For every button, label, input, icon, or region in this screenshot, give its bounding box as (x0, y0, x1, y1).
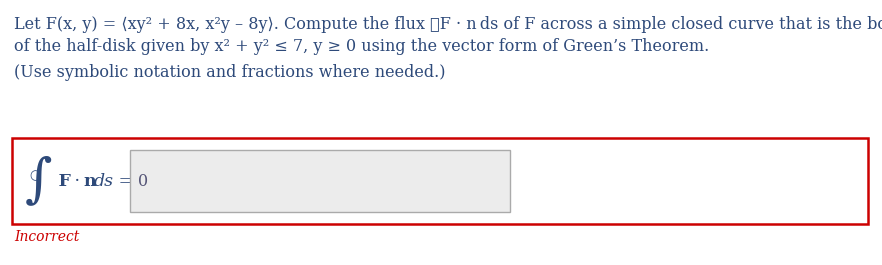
Bar (12, 138, 868, 224)
Text: =: = (113, 173, 133, 189)
Text: 0: 0 (138, 173, 148, 189)
Text: ·: · (69, 173, 86, 189)
Text: Let F(x, y) = ⟨xy² + 8x, x²y – 8y⟩. Compute the flux ∮F · n ds of F across a sim: Let F(x, y) = ⟨xy² + 8x, x²y – 8y⟩. Comp… (14, 16, 882, 33)
Text: (Use symbolic notation and fractions where needed.): (Use symbolic notation and fractions whe… (14, 64, 445, 81)
Bar (130, 150, 510, 212)
Text: ∫: ∫ (25, 155, 53, 206)
Text: n: n (83, 173, 95, 189)
Text: ds: ds (94, 173, 114, 189)
Text: ○: ○ (29, 169, 40, 182)
Text: of the half-disk given by x² + y² ≤ 7, y ≥ 0 using the vector form of Green’s Th: of the half-disk given by x² + y² ≤ 7, y… (14, 38, 709, 55)
Text: F: F (55, 173, 71, 189)
Text: Incorrect: Incorrect (14, 230, 79, 244)
